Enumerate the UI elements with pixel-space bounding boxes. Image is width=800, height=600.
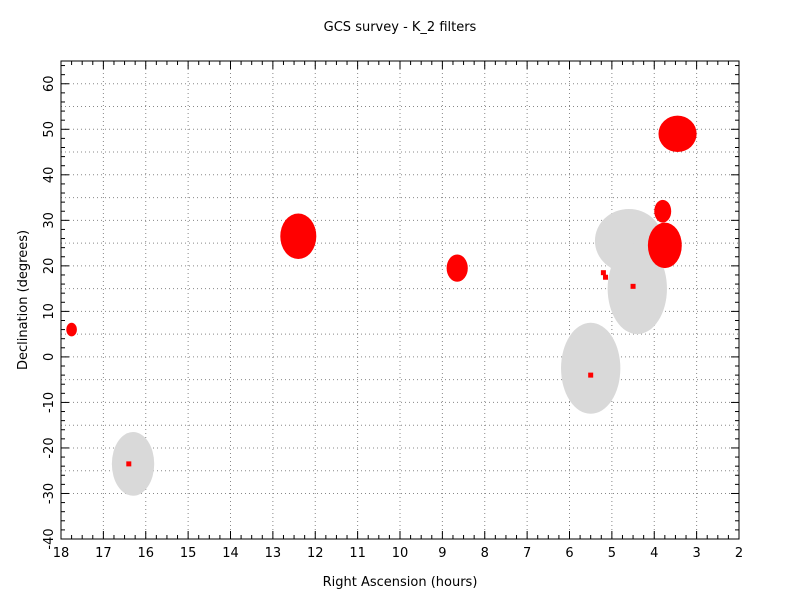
y-tick-label: 10 [42,303,57,320]
x-tick-label: 2 [735,546,743,561]
data-point [603,274,609,280]
y-tick-label: -30 [42,483,57,504]
survey-field [280,213,317,260]
region-ellipse [111,432,155,496]
x-tick-label: 5 [608,546,616,561]
survey-field [66,322,77,337]
x-tick-label: 9 [438,546,446,561]
x-tick-label: 6 [565,546,573,561]
y-tick-label: -20 [42,437,57,458]
x-tick-label: 14 [222,546,239,561]
x-tick-label: 4 [650,546,658,561]
y-tick-label: 30 [42,212,57,229]
y-tick-label: -40 [42,528,57,549]
y-tick-label: 60 [42,75,57,92]
x-tick-label: 12 [307,546,324,561]
chart-title: GCS survey - K_2 filters [324,20,477,35]
y-tick-label: -10 [42,392,57,413]
x-tick-label: 18 [53,546,70,561]
survey-field [658,115,697,153]
data-point [600,270,606,276]
x-tick-label: 17 [95,546,112,561]
x-tick-label: 8 [481,546,489,561]
y-tick-label: 20 [42,258,57,275]
y-tick-label: 50 [42,121,57,138]
data-point [588,372,594,378]
x-tick-label: 15 [180,546,197,561]
x-tick-label: 10 [392,546,409,561]
region-ellipse [561,322,621,414]
x-tick-label: 3 [692,546,700,561]
y-tick-label: 0 [42,353,57,361]
x-tick-label: 11 [349,546,366,561]
survey-field [647,222,682,269]
survey-field [446,254,468,282]
y-axis-label: Declination (degrees) [16,230,31,370]
x-tick-label: 16 [137,546,154,561]
x-tick-label: 13 [265,546,282,561]
data-point [630,283,636,289]
x-axis-label: Right Ascension (hours) [323,575,478,590]
region-ellipse [607,243,667,335]
x-tick-label: 7 [523,546,531,561]
y-tick-label: 40 [42,167,57,184]
plot-area: 18 17 16 15 14 13 12 11 10 9 8 7 6 5 4 3 2 -40 -30 -20 -10 0 1… [42,60,743,561]
survey-field [654,199,672,223]
data-point [126,461,132,467]
